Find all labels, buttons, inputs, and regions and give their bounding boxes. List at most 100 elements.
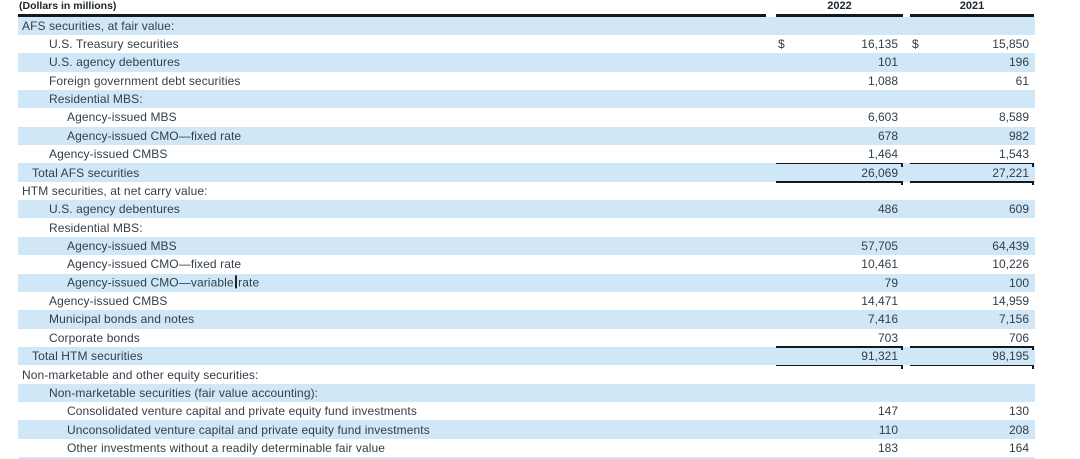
value-2022: 1,088 xyxy=(867,73,898,88)
row-label: U.S. agency debentures xyxy=(49,202,180,217)
next-row-partial xyxy=(18,457,1035,459)
value-2022: 7,416 xyxy=(867,312,898,327)
row-label: Non-marketable and other equity securiti… xyxy=(22,367,259,382)
value-2022: 26,069 xyxy=(861,165,898,180)
dollar-sign-2021: $ xyxy=(912,37,919,52)
value-2022: 110 xyxy=(878,422,898,437)
column-header-2022: 2022 xyxy=(827,0,852,12)
value-2022: 183 xyxy=(877,440,898,455)
value-2021: 98,195 xyxy=(992,349,1029,364)
table-row: Municipal bonds and notes 7,416 7,156 xyxy=(18,310,1035,329)
header-rule-2022 xyxy=(776,13,903,17)
table-row: HTM securities, at net carry value: xyxy=(18,182,1035,200)
table-row: Agency-issued CMBS 1,464 1,543 xyxy=(18,145,1035,166)
value-2021: 64,439 xyxy=(992,238,1029,253)
row-label: Agency-issued CMBS xyxy=(49,147,168,162)
row-label: Foreign government debt securities xyxy=(49,73,241,88)
total-rule-2021 xyxy=(910,346,1034,350)
table-row: Residential MBS: xyxy=(18,218,1035,236)
dollar-sign-2022: $ xyxy=(778,37,785,52)
total-rule-2022 xyxy=(776,346,903,350)
table: (Dollars in millions) 2022 2021 AFS secu… xyxy=(18,0,1035,459)
row-label: Unconsolidated venture capital and priva… xyxy=(67,422,430,437)
row-label: Municipal bonds and notes xyxy=(49,312,195,327)
value-2021: 61 xyxy=(1015,73,1029,88)
unit-note: (Dollars in millions) xyxy=(19,0,117,12)
row-label: Agency-issued MBS xyxy=(67,110,177,125)
table-row: Consolidated venture capital and private… xyxy=(18,402,1035,420)
row-label: Agency-issued CMO—fixed rate xyxy=(67,128,242,143)
table-row: Other investments without a readily dete… xyxy=(18,439,1035,457)
value-2021: 8,589 xyxy=(998,110,1029,125)
row-label: HTM securities, at net carry value: xyxy=(22,183,208,198)
row-label: Residential MBS: xyxy=(49,220,143,235)
value-2021: 196 xyxy=(1008,55,1029,70)
value-2022: 79 xyxy=(884,275,898,290)
table-row: Total HTM securities 91,321 98,195 xyxy=(18,346,1035,368)
row-label: AFS securities, at fair value: xyxy=(22,18,175,33)
table-row: Agency-issued CMBS 14,471 14,959 xyxy=(18,292,1035,310)
value-2022: 91,321 xyxy=(861,349,898,364)
table-row: Agency-issued MBS 57,705 64,439 xyxy=(18,236,1035,256)
row-label: Agency-issued CMO—variable rate xyxy=(67,275,260,290)
text-cursor xyxy=(235,275,237,289)
row-label: Total HTM securities xyxy=(32,349,143,364)
value-2021: 208 xyxy=(1008,422,1029,437)
row-label: U.S. Treasury securities xyxy=(49,37,179,52)
value-2021: 7,156 xyxy=(998,312,1029,327)
value-2022: 486 xyxy=(877,202,898,217)
table-row: Corporate bonds 703 706 xyxy=(18,329,1035,350)
table-row: Non-marketable securities (fair value ac… xyxy=(18,383,1035,403)
table-row: U.S. agency debentures 486 609 xyxy=(18,200,1035,219)
table-row: U.S. agency debentures 101 196 xyxy=(18,53,1035,72)
row-label: Non-marketable securities (fair value ac… xyxy=(49,385,319,400)
value-2021: 130 xyxy=(1008,404,1029,419)
table-row: AFS securities, at fair value: xyxy=(18,16,1035,35)
value-2022: 16,135 xyxy=(861,37,898,52)
value-2022: 14,471 xyxy=(861,294,898,309)
value-2021: 15,850 xyxy=(992,37,1029,52)
value-2022: 703 xyxy=(877,330,898,345)
total-rule-2021 xyxy=(910,364,1034,368)
total-rule-2022 xyxy=(776,162,903,166)
table-row: Foreign government debt securities 1,088 6… xyxy=(18,72,1035,90)
value-2022: 1,464 xyxy=(867,147,898,162)
value-2021: 100 xyxy=(1008,275,1029,290)
value-2022: 147 xyxy=(877,404,898,419)
value-2021: 706 xyxy=(1008,330,1029,345)
value-2021: 609 xyxy=(1008,202,1029,217)
row-label: Consolidated venture capital and private… xyxy=(67,404,417,419)
value-2021: 14,959 xyxy=(992,294,1029,309)
total-rule-2021 xyxy=(910,180,1034,185)
value-2022: 57,705 xyxy=(861,238,898,253)
row-label: Agency-issued CMO—fixed rate xyxy=(67,257,242,272)
table-row: Total AFS securities 26,069 27,221 xyxy=(18,163,1035,185)
value-2021: 164 xyxy=(1008,440,1029,455)
header-rule-2021 xyxy=(910,13,1034,17)
row-label: Agency-issued MBS xyxy=(67,238,177,253)
value-2021: 27,221 xyxy=(992,165,1029,180)
row-label: Agency-issued CMBS xyxy=(49,294,168,309)
table-row: Agency-issued CMO—variable rate 79 100 xyxy=(18,273,1035,292)
table-row: Residential MBS: xyxy=(18,89,1035,109)
row-label: Total AFS securities xyxy=(32,165,140,180)
row-label: U.S. agency debentures xyxy=(49,55,180,70)
value-2022: 101 xyxy=(877,55,898,70)
total-rule-2021 xyxy=(910,162,1034,166)
table-row: Agency-issued CMO—fixed rate 678 982 xyxy=(18,126,1035,146)
value-2021: 982 xyxy=(1008,128,1029,143)
column-header-2021: 2021 xyxy=(959,0,985,12)
value-2021: 10,226 xyxy=(992,257,1029,272)
row-label: Residential MBS: xyxy=(49,92,143,107)
value-2022: 678 xyxy=(877,128,898,143)
total-rule-2022 xyxy=(776,364,903,368)
table-row: U.S. Treasury securities $ $16,135 15,850 xyxy=(18,35,1035,53)
value-2022: 10,461 xyxy=(861,257,898,272)
row-label: Other investments without a readily dete… xyxy=(67,440,386,455)
table-body: AFS securities, at fair value: U.S. Treas… xyxy=(18,16,1035,458)
row-label: Corporate bonds xyxy=(49,330,140,345)
table-row: Unconsolidated venture capital and priva… xyxy=(18,420,1035,439)
table-row: Non-marketable and other equity securiti… xyxy=(18,365,1035,383)
header-rule-label xyxy=(18,13,766,17)
